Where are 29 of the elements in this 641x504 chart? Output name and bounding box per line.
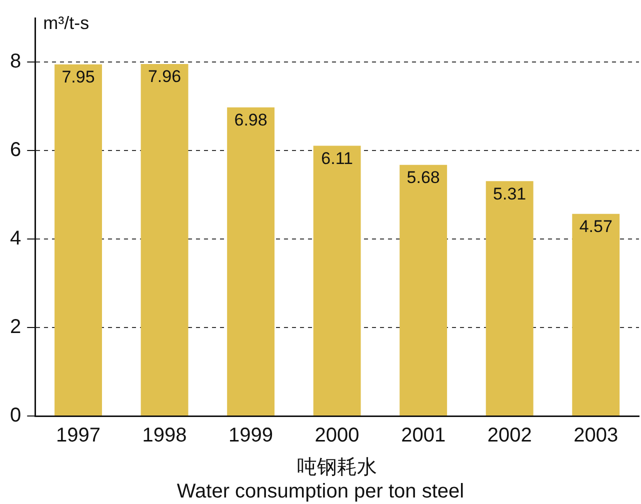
y-tick-label: 4 <box>10 228 22 250</box>
y-tick-label: 2 <box>10 316 22 338</box>
data-label: 4.57 <box>579 217 612 236</box>
x-tick-label: 2002 <box>487 424 532 447</box>
x-tick-label: 2000 <box>314 424 360 447</box>
x-axis-title: 吨钢耗水 <box>297 456 378 479</box>
x-tick-label: 1999 <box>228 424 274 447</box>
y-tick-label: 0 <box>10 404 22 427</box>
text: Water consumption per ton steel <box>176 480 464 503</box>
data-label: 6.11 <box>321 148 353 168</box>
x-tick-label: 2001 <box>401 424 446 447</box>
x-tick-label: 2003 <box>574 424 618 447</box>
x-tick-label: 1998 <box>142 424 187 447</box>
bar <box>486 181 534 416</box>
y-tick-label: 6 <box>10 139 22 162</box>
bar <box>313 146 361 416</box>
bar <box>140 64 188 416</box>
data-label: 7.96 <box>148 67 182 86</box>
x-tick-label: 1997 <box>56 424 101 447</box>
data-label: 6.98 <box>234 110 268 130</box>
bar <box>54 64 102 416</box>
y-tick-label: 8 <box>10 50 22 73</box>
y-axis-title: m³/t-s <box>43 12 90 33</box>
data-label: 5.68 <box>406 168 440 188</box>
bar <box>400 164 448 416</box>
bar <box>572 214 620 416</box>
data-label: 5.31 <box>493 184 526 204</box>
bar <box>227 107 275 416</box>
data-label: 7.95 <box>62 68 95 87</box>
